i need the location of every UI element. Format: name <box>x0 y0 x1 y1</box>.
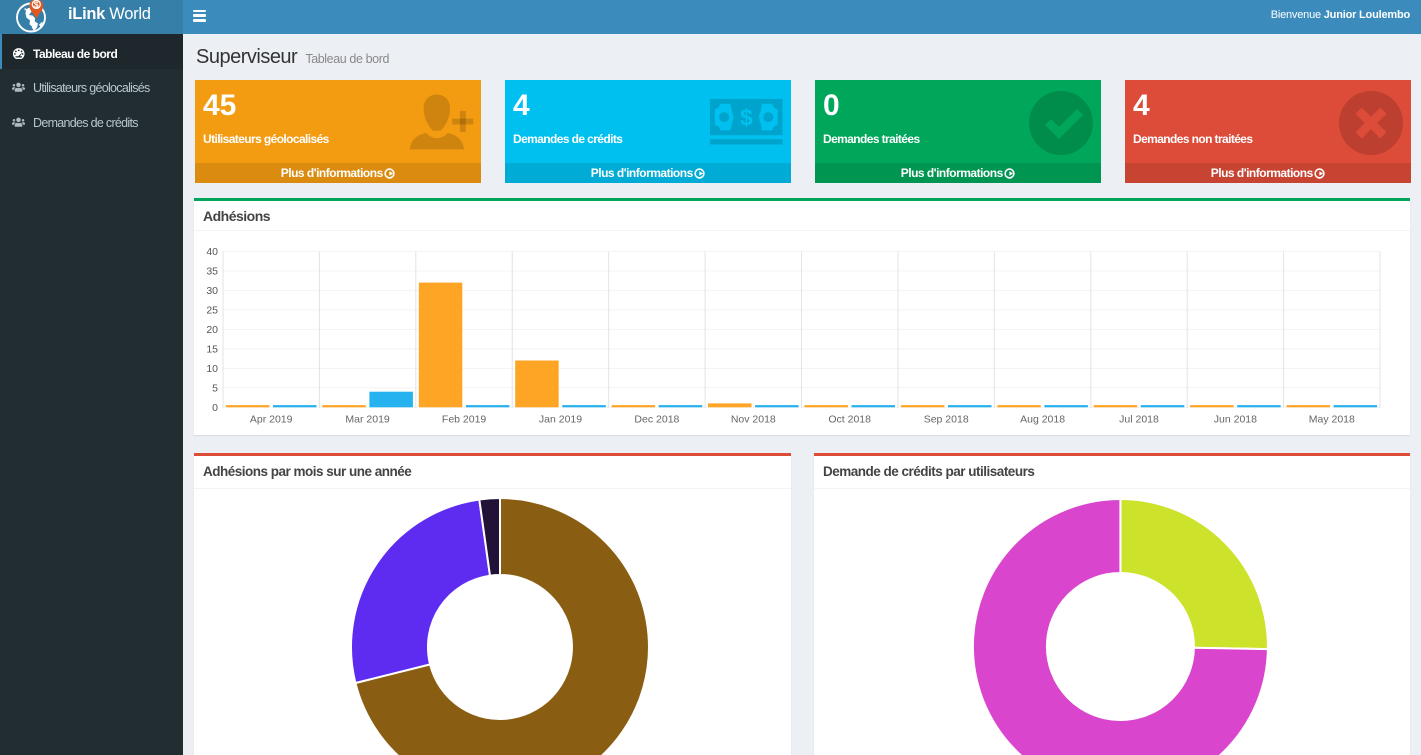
svg-text:25: 25 <box>206 304 218 316</box>
svg-text:$: $ <box>34 0 39 10</box>
svg-text:10: 10 <box>206 363 218 375</box>
svg-text:15: 15 <box>206 343 218 355</box>
svg-text:Oct 2018: Oct 2018 <box>828 414 871 426</box>
svg-text:Feb 2019: Feb 2019 <box>442 414 487 426</box>
svg-text:May 2018: May 2018 <box>1309 414 1355 426</box>
svg-text:Sep 2018: Sep 2018 <box>924 414 969 426</box>
svg-text:30: 30 <box>206 285 218 297</box>
svg-text:Jul 2018: Jul 2018 <box>1119 414 1159 426</box>
svg-text:Jun 2018: Jun 2018 <box>1214 414 1257 426</box>
svg-text:Nov 2018: Nov 2018 <box>731 414 776 426</box>
svg-text:Mar 2019: Mar 2019 <box>345 414 390 426</box>
svg-text:35: 35 <box>206 265 218 277</box>
svg-text:40: 40 <box>206 246 218 258</box>
svg-text:20: 20 <box>206 324 218 336</box>
svg-text:Aug 2018: Aug 2018 <box>1020 414 1065 426</box>
svg-text:Jan 2019: Jan 2019 <box>539 414 582 426</box>
svg-text:5: 5 <box>212 382 218 394</box>
svg-text:Apr 2019: Apr 2019 <box>250 414 293 426</box>
svg-text:$: $ <box>740 104 753 130</box>
svg-text:0: 0 <box>212 402 218 414</box>
svg-text:Dec 2018: Dec 2018 <box>634 414 679 426</box>
